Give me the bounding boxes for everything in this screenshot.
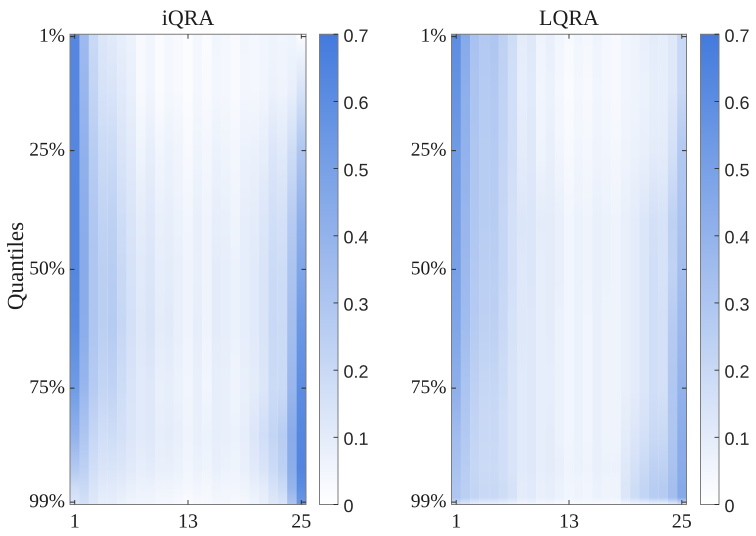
svg-text:13: 13 bbox=[178, 510, 198, 531]
svg-text:1%: 1% bbox=[39, 26, 65, 47]
svg-text:1: 1 bbox=[70, 510, 80, 531]
svg-text:25: 25 bbox=[672, 510, 692, 531]
svg-text:LQRA: LQRA bbox=[539, 5, 599, 30]
svg-text:Quantiles: Quantiles bbox=[3, 222, 28, 310]
svg-text:25%: 25% bbox=[29, 140, 65, 161]
svg-text:iQRA: iQRA bbox=[162, 5, 215, 30]
svg-text:0.5: 0.5 bbox=[724, 160, 749, 180]
svg-text:25%: 25% bbox=[411, 140, 447, 161]
svg-text:75%: 75% bbox=[29, 377, 65, 398]
svg-text:13: 13 bbox=[559, 510, 579, 531]
svg-text:0.6: 0.6 bbox=[724, 93, 749, 113]
svg-text:0.2: 0.2 bbox=[724, 362, 749, 382]
svg-text:0.4: 0.4 bbox=[724, 227, 749, 247]
svg-text:1%: 1% bbox=[420, 26, 446, 47]
svg-text:99%: 99% bbox=[411, 491, 447, 512]
svg-text:1: 1 bbox=[451, 510, 461, 531]
svg-text:0.6: 0.6 bbox=[343, 93, 368, 113]
svg-text:99%: 99% bbox=[29, 491, 65, 512]
svg-text:50%: 50% bbox=[29, 258, 65, 279]
svg-text:0.1: 0.1 bbox=[343, 429, 368, 449]
svg-text:0: 0 bbox=[343, 496, 353, 516]
svg-text:75%: 75% bbox=[411, 377, 447, 398]
svg-text:0.3: 0.3 bbox=[724, 295, 749, 315]
svg-text:0.4: 0.4 bbox=[343, 227, 368, 247]
svg-text:0.5: 0.5 bbox=[343, 160, 368, 180]
svg-text:0: 0 bbox=[724, 496, 734, 516]
svg-text:0.1: 0.1 bbox=[724, 429, 749, 449]
svg-text:50%: 50% bbox=[411, 258, 447, 279]
svg-text:0.7: 0.7 bbox=[724, 26, 749, 46]
svg-text:0.3: 0.3 bbox=[343, 295, 368, 315]
svg-text:25: 25 bbox=[291, 510, 311, 531]
svg-text:0.2: 0.2 bbox=[343, 362, 368, 382]
svg-text:0.7: 0.7 bbox=[343, 26, 368, 46]
